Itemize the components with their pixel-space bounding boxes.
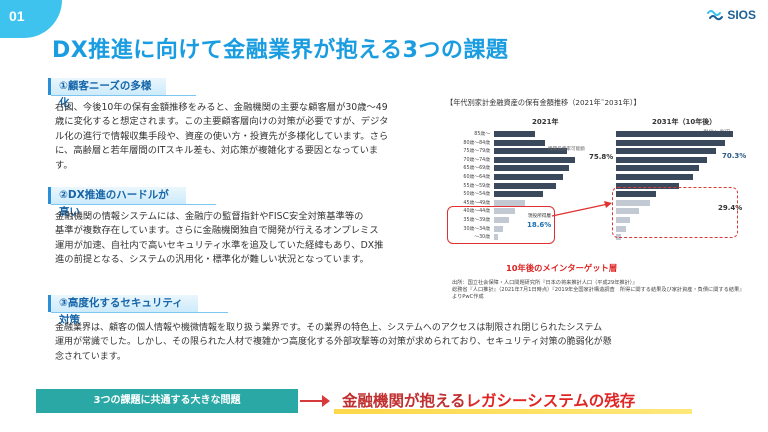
section-heading-2: ②DX推進のハードルが高い — [48, 187, 216, 218]
chart-bar — [494, 199, 525, 206]
chart-bar — [494, 139, 546, 146]
chart-bar — [494, 208, 516, 215]
logo-text: SIOS — [727, 8, 756, 22]
source-line: よりPwC作成 — [452, 294, 484, 300]
age-tick-label: 55歳〜59歳 — [463, 183, 490, 189]
section-3-line: 金融業界は、顧客の個人情報や機微情報を取り扱う業界です。その業界の特色上、システ… — [55, 323, 603, 333]
section-1-line: す。 — [55, 159, 73, 171]
chart-bar — [494, 191, 544, 198]
chart-bar — [616, 191, 656, 198]
section-heading-3: ③高度化するセキュリティ対策 — [48, 295, 228, 326]
section-2-line: 金融機関の情報システムには、金融庁の監督指針やFISC安全対策基準等の — [55, 211, 364, 222]
source-line: 総務省『人口推計』（2021年7月1日時点）『2019年全国家計構造調査 所得に… — [452, 287, 745, 293]
age-tick-label: 80歳〜84歳 — [463, 140, 490, 146]
chart-bar — [616, 156, 708, 163]
age-tick-label: 〜30歳 — [474, 235, 490, 241]
section-2-line: 進の前提となる、システムの汎用化・標準化が難しい状況となっています。 — [55, 254, 369, 266]
age-tick-label: 75歳〜79歳 — [463, 149, 490, 155]
target-arrow-icon — [551, 201, 612, 217]
chart-left-note: 機関投資家可能額 — [548, 147, 585, 152]
conclusion-strong: レガシーシステムの残存 — [465, 392, 636, 410]
section-body-1: 右図、今後10年の保有金額推移をみると、金融機関の主要な顧客層が30歳〜49 歳… — [55, 101, 388, 173]
age-tick-label: 50歳〜54歳 — [463, 192, 490, 198]
chart-left-note-mid: 現役所得層 — [528, 214, 551, 219]
chart-bar — [494, 225, 504, 232]
age-tick-label: 85歳〜 — [474, 132, 490, 137]
chart-bar — [616, 225, 627, 232]
chart-bar — [616, 131, 734, 137]
section-2-line: 運用が加速、自社内で高いセキュリティ水準を追及していた経緯もあり、DX推 — [55, 239, 384, 251]
age-tick-label: 40歳〜44歳 — [463, 209, 490, 215]
section-1-line: 歳に変化すると想定されます。この主要顧客層向けの対策が必要ですが、デジタ — [55, 116, 389, 128]
chart-source: 出所：国立社会保障・人口問題研究所『日本の将来推計人口（平成29年推計）』 総務… — [452, 280, 757, 301]
chart-bar — [494, 217, 509, 223]
conclusion-plain: 金融機関が抱える — [342, 392, 466, 410]
section-body-3: 金融業界は、顧客の個人情報や機微情報を取り扱う業界です。その業界の特色上、システ… — [55, 321, 612, 364]
source-line: 出所：国立社会保障・人口問題研究所『日本の将来推計人口（平成29年推計）』 — [452, 280, 638, 286]
slide-number: 01 — [9, 8, 25, 24]
right-target-highlight — [612, 187, 738, 238]
section-1-line: 右図、今後10年の保有金額推移をみると、金融機関の主要な顧客層が30歳〜49 — [55, 102, 388, 113]
age-tick-label: 65歳〜69歳 — [463, 166, 490, 172]
sios-logo-icon — [707, 10, 724, 21]
chart-bar — [494, 165, 569, 172]
age-tick-label: 30歳〜34歳 — [463, 226, 490, 232]
page-title: DX推進に向けて金融業界が抱える3つの課題 — [52, 38, 509, 63]
section-heading-1: ①顧客ニーズの多様化 — [48, 78, 196, 109]
chart-caption: 【年代別家計金融資産の保有金額推移（2021年˜2031年）】 — [446, 98, 641, 107]
chart-left-pct-mid: 18.6% — [527, 221, 552, 229]
arrow-right-icon — [300, 395, 330, 407]
chart-bar — [494, 182, 557, 189]
chart-bar — [616, 165, 699, 172]
chart-bar — [616, 199, 651, 206]
section-1-line: に、高齢層と若年層間のITスキル差も、対応策が複雑化する要因となっていま — [55, 145, 379, 157]
section-2-line: 基準が複数存在しています。さらに金融機関独自で開発が行えるオンプレミス — [55, 225, 379, 237]
section-1-line: ル化の進行で情報収集手段や、資産の使い方・投資先が多様化しています。さら — [55, 130, 389, 142]
chart-bar — [616, 208, 639, 215]
chart-left-title: 2021年 — [532, 118, 559, 126]
chart-bar — [616, 148, 716, 155]
age-tick-label: 70歳〜74歳 — [463, 157, 490, 163]
age-tick-label: 45歳〜49歳 — [463, 200, 490, 206]
chart-bar — [494, 148, 567, 155]
chart-right-pct-mid: 29.4% — [718, 204, 743, 212]
logo: SIOS — [707, 8, 756, 22]
conclusion-highlight — [334, 409, 692, 414]
chart-bar — [494, 156, 576, 163]
age-tick-label: 35歳〜39歳 — [463, 218, 490, 223]
chart-bar — [616, 174, 694, 180]
chart-bar — [616, 182, 679, 189]
section-body-2: 金融機関の情報システムには、金融庁の監督指針やFISC安全対策基準等の 基準が複… — [55, 210, 383, 268]
chart-bar — [494, 131, 535, 137]
left-target-highlight — [447, 206, 555, 244]
section-3-line: 念されています。 — [55, 351, 126, 362]
conclusion-text: 金融機関が抱えるレガシーシステムの残存 — [338, 389, 639, 413]
common-problem-banner: 3つの課題に共通する大きな問題 — [36, 389, 298, 413]
chart-bar — [494, 174, 563, 180]
chart-bar — [494, 234, 499, 241]
age-tick-label: 60歳〜64歳 — [463, 175, 490, 180]
chart-right-pct-top: 70.3% — [722, 152, 747, 160]
section-3-line: 運用が常識でした。しかし、その限られた人材で複雑かつ高度化する外部攻撃等の対策が… — [55, 337, 612, 348]
chart-left-pct-top: 75.8% — [589, 153, 614, 161]
chart-bar — [616, 139, 725, 146]
target-segment-label: 10年後のメインターゲット層 — [506, 263, 618, 273]
chart-right-title: 2031年（10年後） — [652, 118, 717, 126]
chart-bar — [616, 217, 631, 223]
